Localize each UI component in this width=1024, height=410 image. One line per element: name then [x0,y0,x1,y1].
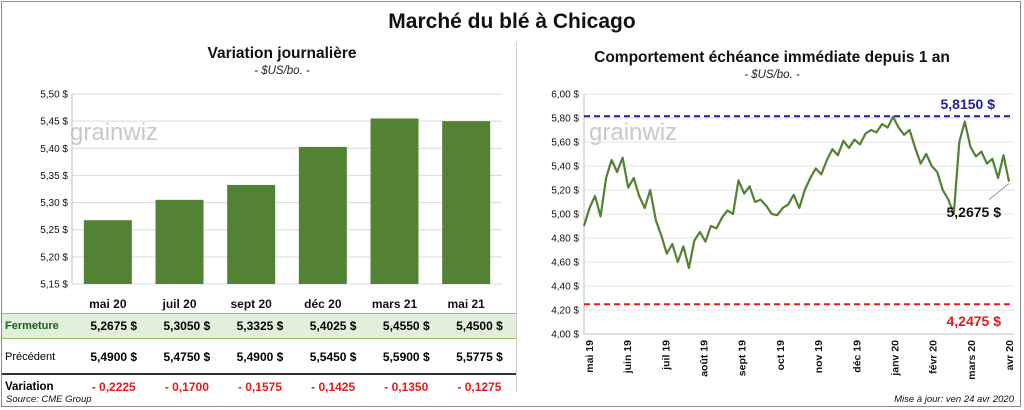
y-tick-label: 5,80 $ [551,114,579,125]
y-tick-label: 4,20 $ [551,306,579,317]
x-tick-label: janv 20 [889,340,901,377]
table-cell: 5,5450 $ [309,350,357,364]
line-chart: grainwiz 4,00 $4,20 $4,40 $4,60 $4,80 $5… [551,90,1016,380]
y-tick-label: 4,60 $ [551,258,579,269]
table-cell: - 0,1350 [369,373,443,399]
bar [370,118,419,284]
table-cell: 5,3050 $ [150,313,224,339]
watermark-logo: grainwiz [70,119,158,146]
x-tick-label: juil 19 [660,340,672,371]
table-cell: - 0,1700 [150,373,224,399]
right-chart-title: Comportement échéance immédiate depuis 1… [594,49,950,66]
bar [83,220,132,284]
divider [516,42,517,392]
row-label: Précédent [5,351,56,363]
bar [155,199,204,284]
x-tick-label: juin 19 [622,340,634,374]
y-tick-label: 5,25 $ [40,225,68,236]
x-tick-label: nov 19 [813,340,825,373]
table-cell: 5,4500 $ [442,313,516,339]
table-cell: 5,4025 $ [296,313,370,339]
price-series-line [582,115,1011,270]
y-tick-label: 5,20 $ [40,252,68,263]
row-label: Variation [2,373,78,399]
y-tick-label: 5,40 $ [40,144,68,155]
table-row-fermeture: Fermeture 5,2675 $ 5,3050 $ 5,3325 $ 5,4… [2,313,516,339]
row-label: Fermeture [2,313,78,339]
right-chart-unit: - $US/bo. - [744,69,800,81]
y-tick-label: 6,00 $ [551,90,579,101]
x-tick-label: oct 19 [775,340,787,371]
source-note: Source: CME Group [6,394,92,405]
table-cell: - 0,2225 [77,373,151,399]
table-cell: - 0,1275 [442,373,516,399]
last-value-pointer [988,183,1010,200]
min-value-label: 4,2475 $ [947,313,1002,329]
y-tick-label: 5,20 $ [551,186,579,197]
y-tick-label: 5,45 $ [40,117,68,128]
y-tick-label: 5,60 $ [551,138,579,149]
table-cell: - 0,1575 [223,373,297,399]
table-cell: 5,5900 $ [382,350,430,364]
x-tick-label: avr 20 [1004,340,1016,371]
x-category-label: déc 20 [304,297,342,311]
y-tick-label: 5,40 $ [551,162,579,173]
x-tick-label: août 19 [699,340,711,377]
table-cell: 5,4900 $ [90,350,138,364]
y-tick-label: 5,00 $ [551,210,579,221]
bar-chart: grainwiz 5,15 $ 5,20 $ 5,25 $ 5,30 $ 5,35 $ 5… [40,90,502,311]
y-tick-label: 4,80 $ [551,234,579,245]
y-tick-label: 4,00 $ [551,330,579,341]
table-cell: 5,4550 $ [369,313,443,339]
y-tick-label: 5,15 $ [40,280,68,291]
price-table: Fermeture 5,2675 $ 5,3050 $ 5,3325 $ 5,4… [2,313,516,399]
x-tick-label: sept 19 [737,340,749,376]
x-category-label: mars 21 [372,297,418,311]
table-row-variation: Variation - 0,2225 - 0,1700 - 0,1575 - 0… [2,373,516,399]
table-cell: 5,3325 $ [223,313,297,339]
table-row-precedent: Précédent 5,4900 $ 5,4750 $ 5,4900 $ 5,5… [2,345,516,369]
last-value-label: 5,2675 $ [947,204,1002,220]
y-tick-label: 5,35 $ [40,171,68,182]
left-chart-unit: - $US/bo. - [254,65,310,77]
x-category-label: juil 20 [161,297,196,311]
x-tick-label: mars 20 [966,340,978,380]
x-category-label: sept 20 [230,297,272,311]
y-tick-label: 5,50 $ [40,90,68,101]
bar [227,184,276,284]
table-cell: 5,4750 $ [163,350,211,364]
x-tick-label: févr 20 [928,340,940,374]
x-tick-label: déc 19 [851,340,863,373]
bar [298,146,347,284]
table-cell: 5,4900 $ [236,350,284,364]
x-tick-label: mai 19 [584,340,596,373]
table-cell: 5,2675 $ [77,313,151,339]
x-category-label: mai 21 [447,297,485,311]
page-title: Marché du blé à Chicago [388,10,636,33]
table-cell: 5,5775 $ [456,350,503,364]
y-tick-label: 4,40 $ [551,282,579,293]
max-value-label: 5,8150 $ [941,96,996,112]
left-chart-title: Variation journalière [207,45,357,62]
bar [442,121,491,284]
update-note: Mise à jour: ven 24 avr 2020 [894,394,1014,405]
x-category-label: mai 20 [89,297,127,311]
table-cell: - 0,1425 [296,373,370,399]
y-tick-label: 5,30 $ [40,198,68,209]
